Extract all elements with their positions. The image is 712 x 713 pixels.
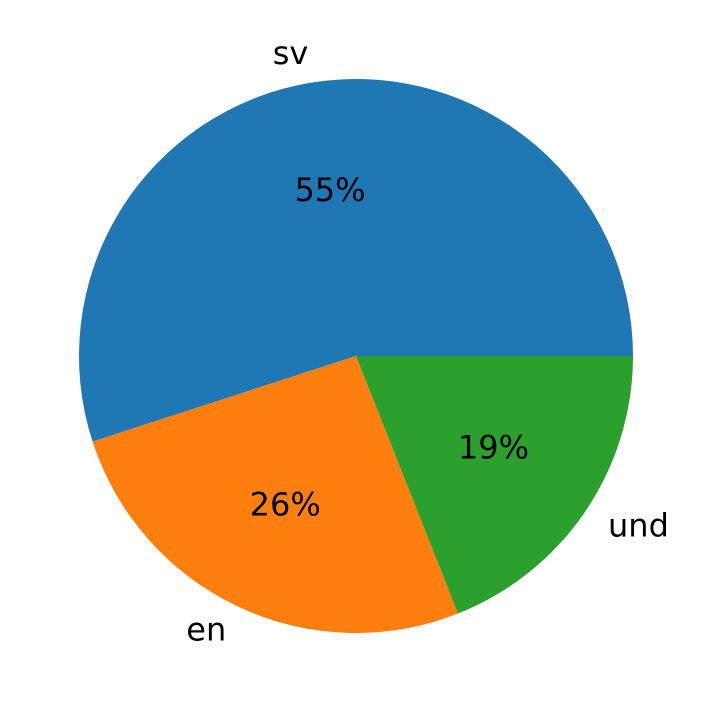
percent-label: 55%	[294, 171, 365, 209]
percent-label: 26%	[250, 485, 321, 523]
category-label: sv	[273, 34, 309, 72]
pie-slice	[92, 356, 458, 633]
pie-slice	[356, 356, 633, 614]
category-label: en	[186, 611, 226, 649]
percent-label: 19%	[458, 428, 529, 466]
pie-slice	[78, 78, 634, 442]
category-label: und	[608, 506, 669, 544]
